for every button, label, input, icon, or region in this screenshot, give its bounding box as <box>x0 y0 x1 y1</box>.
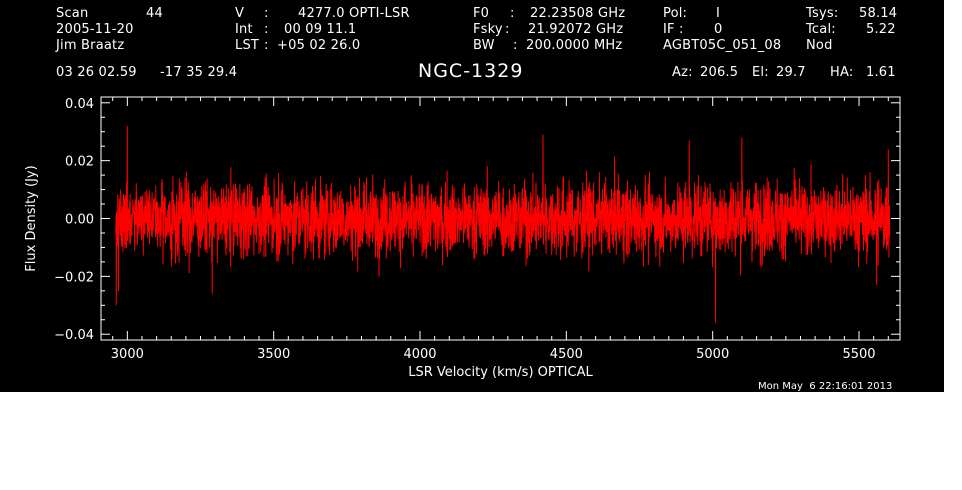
source-name: NGC-1329 <box>418 60 524 82</box>
lst-value: +05 02 26.0 <box>277 38 361 53</box>
observation-date: 2005-11-20 <box>56 22 134 37</box>
pol-label: Pol: <box>663 6 688 21</box>
tsys-value: 58.14 <box>859 6 898 21</box>
tsys-label: Tsys: <box>806 6 839 21</box>
y-tick-label: −0.04 <box>54 328 94 343</box>
f0-label: F0 <box>473 6 490 21</box>
if-value: 0 <box>714 22 723 37</box>
x-tick-label: 5500 <box>842 347 875 362</box>
tcal-value: 5.22 <box>866 22 896 37</box>
plot-timestamp: Mon May 6 22:16:01 2013 <box>758 381 893 392</box>
x-tick-label: 4000 <box>403 347 436 362</box>
bandwidth-value: 200.0000 MHz <box>526 38 623 53</box>
elevation-label: El: <box>752 65 769 80</box>
f0-value: 22.23508 GHz <box>530 6 626 21</box>
hour-angle-value: 1.61 <box>866 65 896 80</box>
y-tick-label: −0.02 <box>54 270 94 285</box>
fsky-value: 21.92072 GHz <box>528 22 624 37</box>
pol-value: I <box>716 6 721 21</box>
observing-mode: Nod <box>806 38 833 53</box>
y-axis-label: Flux Density (Jy) <box>24 165 39 271</box>
x-tick-label: 4500 <box>550 347 583 362</box>
x-tick-label: 3500 <box>257 347 290 362</box>
observer-name: Jim Braatz <box>56 38 125 53</box>
if-label: IF : <box>663 22 684 37</box>
x-tick-label: 5000 <box>696 347 729 362</box>
hour-angle-label: HA: <box>830 65 854 80</box>
tcal-label: Tcal: <box>806 22 836 37</box>
fsky-label: Fsky <box>473 22 503 37</box>
elevation-value: 29.7 <box>776 65 806 80</box>
azimuth-value: 206.5 <box>700 65 739 80</box>
azimuth-label: Az: <box>672 65 693 80</box>
x-tick-label: 3000 <box>111 347 144 362</box>
scan-label: Scan <box>56 6 89 21</box>
spectrum-trace <box>115 125 891 323</box>
right-ascension: 03 26 02.59 <box>56 65 137 80</box>
bandwidth-label: BW <box>473 38 495 53</box>
lst-label: LST <box>235 38 260 53</box>
spectrum-chart: 3000 3500 4000 4500 5000 5500 −0.04 −0.02 0.00 0.… <box>24 96 901 380</box>
velocity-value: 4277.0 OPTI-LSR <box>298 6 410 21</box>
integration-label: Int <box>235 22 253 37</box>
velocity-label: V <box>235 6 245 21</box>
declination: -17 35 29.4 <box>160 65 238 80</box>
scan-number: 44 <box>146 6 163 21</box>
integration-value: 00 09 11.1 <box>284 22 357 37</box>
y-tick-label: 0.00 <box>65 213 94 228</box>
plot-panel: Scan 44 2005-11-20 Jim Braatz V : 4277.0… <box>0 0 944 392</box>
y-tick-label: 0.02 <box>65 155 94 170</box>
x-axis-label: LSR Velocity (km/s) OPTICAL <box>408 365 593 380</box>
project-id: AGBT05C_051_08 <box>663 38 782 53</box>
y-tick-label: 0.04 <box>65 97 94 112</box>
